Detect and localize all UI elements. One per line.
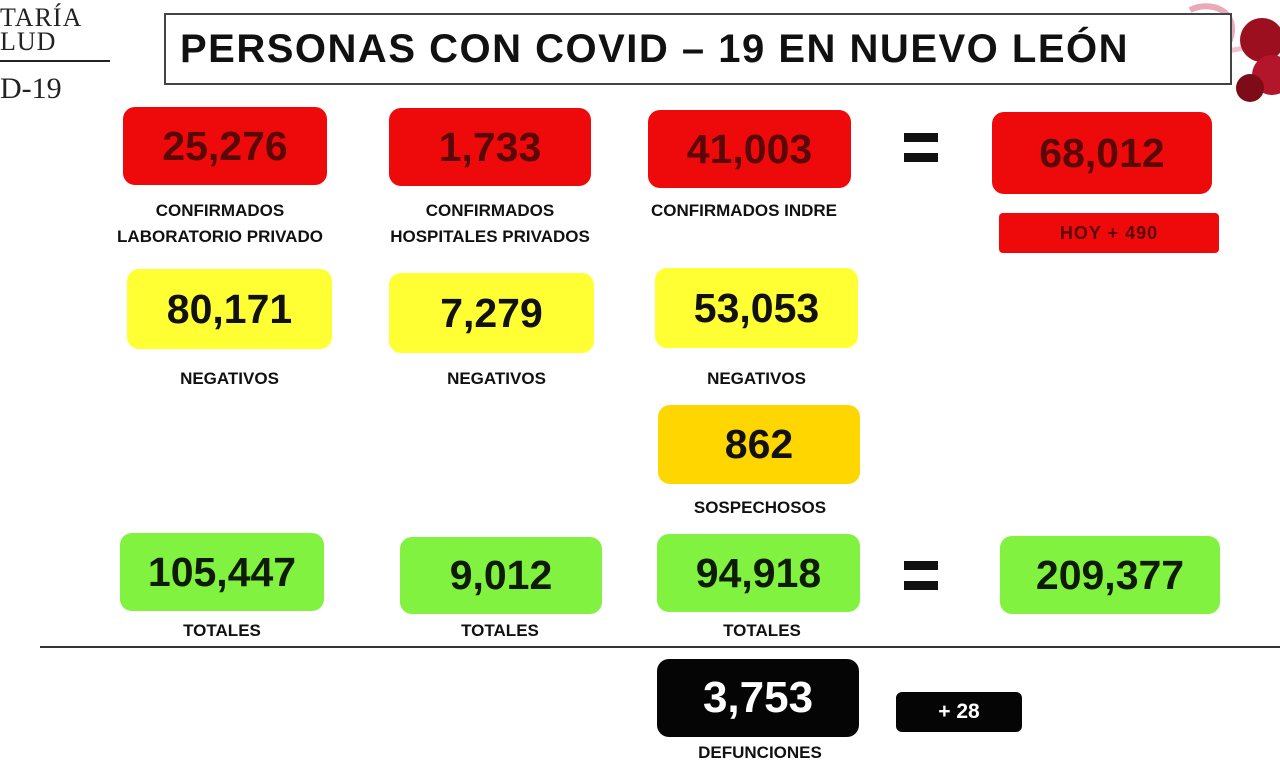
equals-icon (904, 561, 938, 591)
confirmados-laboratorio-value: 25,276 (123, 107, 327, 185)
logo-line-2: LUD (0, 27, 57, 56)
negativos-hospitales-value: 7,279 (389, 273, 594, 353)
confirmados-indre-value: 41,003 (648, 110, 851, 188)
confirmados-total-value: 68,012 (992, 112, 1212, 194)
defunciones-today-badge: + 28 (896, 692, 1022, 732)
negativos-indre-value: 53,053 (655, 268, 858, 348)
secretaria-salud-logo: TARÍA LUD D-19 (0, 0, 112, 110)
sospechosos-label: SOSPECHOSOS (693, 498, 827, 517)
negativos-indre-label: NEGATIVOS (707, 369, 806, 388)
gran-total-value: 209,377 (1000, 536, 1220, 614)
logo-line-1: TARÍA (0, 3, 83, 32)
defunciones-value: 3,753 (657, 659, 859, 737)
confirmados-today-badge: HOY + 490 (999, 213, 1219, 253)
totales-indre-value: 94,918 (657, 534, 860, 612)
totales-laboratorio-label: TOTALES (183, 621, 261, 640)
title-box: PERSONAS CON COVID – 19 EN NUEVO LEÓN (164, 13, 1232, 85)
divider (40, 646, 1280, 648)
defunciones-label: DEFUNCIONES (698, 743, 822, 762)
equals-icon (904, 133, 938, 163)
confirmados-hospitales-value: 1,733 (389, 108, 591, 186)
sospechosos-value: 862 (658, 405, 860, 484)
confirmados-indre-label: CONFIRMADOS INDRE (650, 201, 838, 220)
negativos-laboratorio-label: NEGATIVOS (180, 369, 279, 388)
totales-laboratorio-value: 105,447 (120, 533, 324, 611)
totales-hospitales-value: 9,012 (400, 537, 602, 614)
logo-rule (0, 60, 110, 62)
negativos-hospitales-label: NEGATIVOS (447, 369, 546, 388)
confirmados-laboratorio-label: CONFIRMADOS LABORATORIO PRIVADO (117, 201, 323, 246)
totales-indre-label: TOTALES (723, 621, 801, 640)
page-title: PERSONAS CON COVID – 19 EN NUEVO LEÓN (180, 26, 1130, 71)
negativos-laboratorio-value: 80,171 (127, 269, 332, 349)
logo-line-3: D-19 (0, 72, 62, 105)
confirmados-hospitales-label: CONFIRMADOS HOSPITALES PRIVADOS (390, 201, 590, 246)
totales-hospitales-label: TOTALES (461, 621, 539, 640)
